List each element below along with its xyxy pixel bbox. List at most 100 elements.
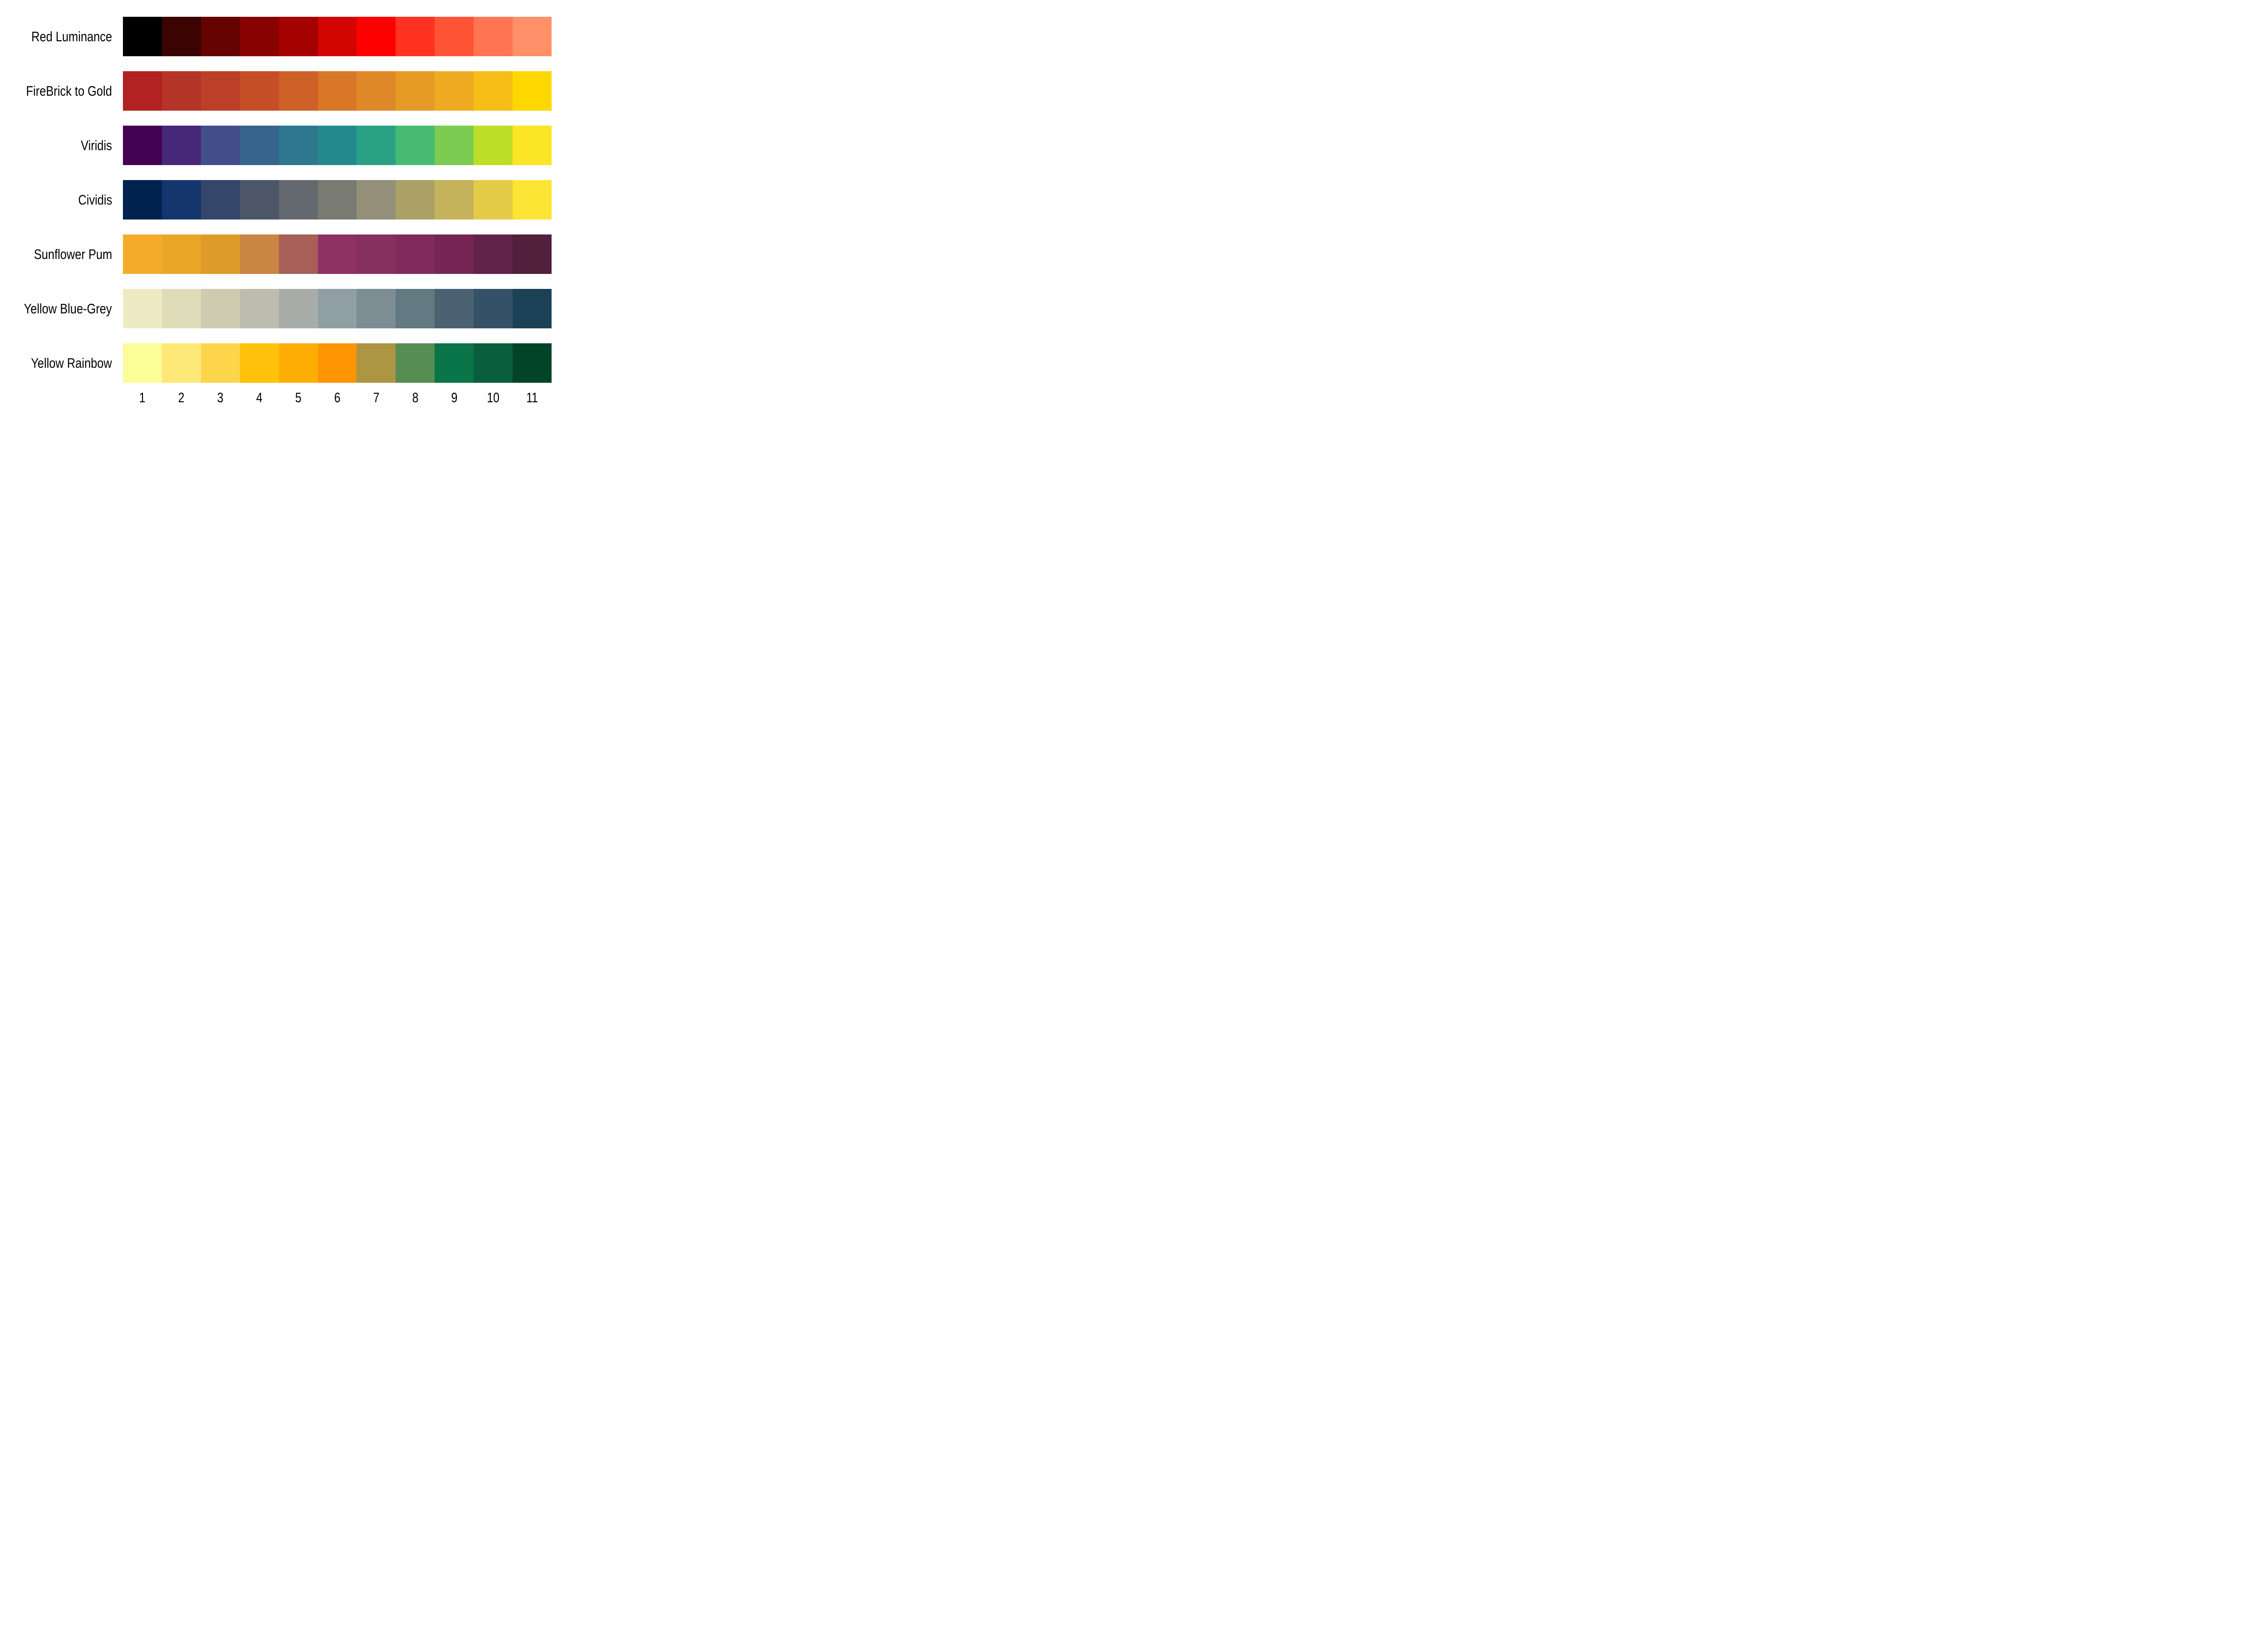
- palette-swatch: [240, 71, 279, 111]
- palette-row-label: FireBrick to Gold: [0, 71, 123, 111]
- palette-swatch: [396, 126, 435, 165]
- x-axis-tick-text: 6: [334, 389, 341, 405]
- palette-swatch: [279, 289, 318, 328]
- palette-swatch: [396, 180, 435, 220]
- palette-swatch: [357, 343, 396, 383]
- x-axis: 1 2 3 4 5 6 7 8 9 10 11: [0, 388, 567, 406]
- x-axis-tick: 4: [240, 390, 279, 405]
- x-axis-tick: 8: [396, 390, 435, 405]
- palette-swatch: [161, 343, 201, 383]
- x-axis-tick-text: 3: [217, 389, 224, 405]
- x-axis-tick-text: 11: [526, 389, 538, 405]
- palette-swatch: [318, 71, 357, 111]
- palette-swatch: [513, 180, 552, 220]
- palette-swatch: [435, 71, 474, 111]
- palette-strip: [123, 343, 552, 383]
- palette-strip: [123, 126, 552, 165]
- palette-swatch: [161, 17, 201, 56]
- palette-strip: [123, 17, 552, 56]
- palette-swatch: [200, 180, 240, 220]
- palette-swatch: [123, 126, 162, 165]
- palette-strip: [123, 180, 552, 220]
- palette-swatch: [357, 17, 396, 56]
- palette-strip: [123, 71, 552, 111]
- palette-swatch: [240, 17, 279, 56]
- palette-swatch: [318, 289, 357, 328]
- palette-row: Yellow Rainbow: [0, 343, 567, 383]
- palette-swatch: [123, 289, 162, 328]
- palette-row: Viridis: [0, 126, 567, 165]
- palette-swatch: [240, 234, 279, 274]
- palette-swatch: [474, 343, 513, 383]
- palette-swatch: [123, 343, 162, 383]
- palette-swatch: [279, 126, 318, 165]
- x-axis-tick: 9: [435, 390, 474, 405]
- x-axis-tick-text: 2: [178, 389, 185, 405]
- palette-row-label-text: Sunflower Pum: [34, 246, 112, 262]
- palette-swatch: [161, 126, 201, 165]
- palette-swatch: [474, 289, 513, 328]
- palette-strip: [123, 289, 552, 328]
- x-axis-tick-text: 1: [139, 389, 146, 405]
- palette-row-label: Yellow Blue-Grey: [0, 289, 123, 328]
- palette-swatch: [474, 17, 513, 56]
- x-axis-tick-labels: 1 2 3 4 5 6 7 8 9 10 11: [123, 390, 552, 405]
- x-axis-tick-text: 4: [256, 389, 263, 405]
- palette-swatch: [123, 71, 162, 111]
- palette-swatch: [474, 180, 513, 220]
- palette-swatch: [357, 126, 396, 165]
- palette-swatch: [435, 17, 474, 56]
- palette-swatch: [513, 343, 552, 383]
- palette-swatch: [396, 71, 435, 111]
- palette-swatch: [161, 234, 201, 274]
- palette-swatch: [161, 289, 201, 328]
- palette-row-label: Sunflower Pum: [0, 234, 123, 274]
- palette-swatch: [435, 343, 474, 383]
- x-axis-tick-text: 7: [373, 389, 380, 405]
- palette-swatch: [357, 180, 396, 220]
- x-axis-tick: 3: [201, 390, 240, 405]
- x-axis-tick: 5: [279, 390, 318, 405]
- palette-row-label: Cividis: [0, 180, 123, 220]
- palette-row-label-text: FireBrick to Gold: [26, 83, 112, 99]
- palette-row: Cividis: [0, 180, 567, 220]
- palette-swatch: [474, 234, 513, 274]
- palette-swatch: [513, 234, 552, 274]
- palette-swatch: [279, 180, 318, 220]
- palette-row-label: Yellow Rainbow: [0, 343, 123, 383]
- palette-swatch: [200, 289, 240, 328]
- x-axis-tick-text: 8: [412, 389, 419, 405]
- palette-rows-container: Red Luminance FireBrick to Gold Viridis Civ…: [0, 0, 567, 383]
- palette-row: FireBrick to Gold: [0, 71, 567, 111]
- palette-swatch: [240, 343, 279, 383]
- x-axis-tick-text: 5: [295, 389, 302, 405]
- palette-row: Yellow Blue-Grey: [0, 289, 567, 328]
- palette-swatch: [279, 17, 318, 56]
- x-axis-tick: 7: [357, 390, 396, 405]
- palette-swatch: [513, 289, 552, 328]
- palette-swatch: [200, 17, 240, 56]
- palette-swatch: [123, 17, 162, 56]
- palette-row: Sunflower Pum: [0, 234, 567, 274]
- palette-swatch: [161, 71, 201, 111]
- palette-swatch: [318, 126, 357, 165]
- palette-swatch: [435, 234, 474, 274]
- palette-row: Red Luminance: [0, 17, 567, 56]
- palette-swatch: [200, 343, 240, 383]
- palette-swatch: [435, 126, 474, 165]
- palette-comparison-figure: Red Luminance FireBrick to Gold Viridis Civ…: [0, 0, 567, 412]
- palette-row-label-text: Red Luminance: [31, 29, 112, 44]
- palette-swatch: [357, 289, 396, 328]
- palette-swatch: [200, 71, 240, 111]
- palette-swatch: [396, 289, 435, 328]
- x-axis-tick: 1: [123, 390, 162, 405]
- palette-swatch: [279, 234, 318, 274]
- palette-strip: [123, 234, 552, 274]
- palette-row-label-text: Yellow Rainbow: [31, 355, 112, 371]
- x-axis-tick-text: 10: [487, 389, 499, 405]
- x-axis-tick: 10: [474, 390, 513, 405]
- palette-swatch: [279, 343, 318, 383]
- palette-swatch: [240, 289, 279, 328]
- palette-swatch: [200, 234, 240, 274]
- palette-swatch: [513, 126, 552, 165]
